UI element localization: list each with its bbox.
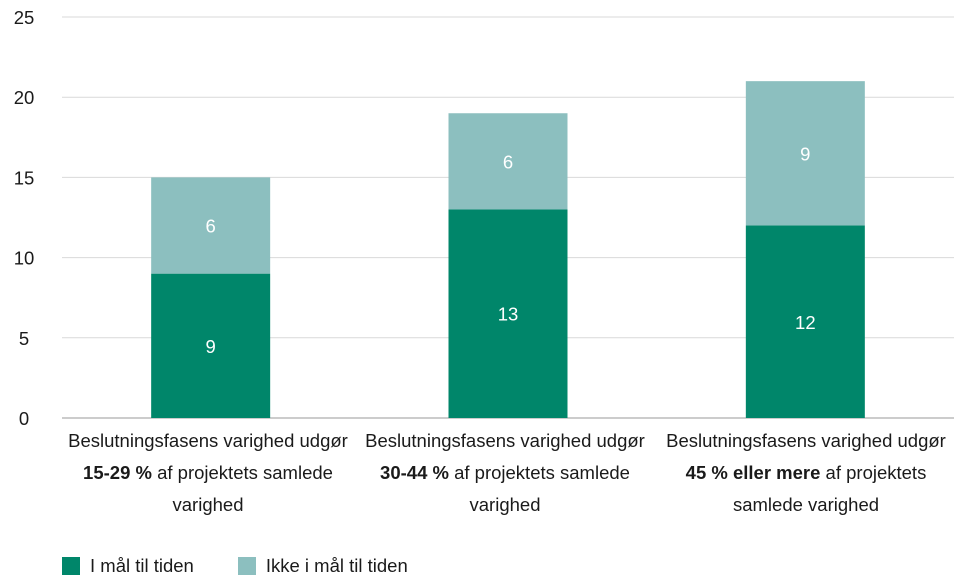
legend-swatch-ikke-i-mal (237, 557, 256, 575)
y-tick-label-5: 5 (19, 328, 29, 349)
category-label-1: Beslutningsfasens varighed udgør 30-44 %… (365, 430, 645, 515)
legend: I mål til tiden Ikke i mål til tiden (62, 555, 452, 577)
bar-s1-c2 (745, 81, 865, 226)
data-label-s1-c2: 9 (800, 143, 810, 164)
y-tick-label-15: 15 (14, 167, 35, 188)
bar-s0-c1 (448, 209, 568, 418)
legend-label-ikke-i-mal: Ikke i mål til tiden (265, 555, 408, 576)
data-label-s0-c1: 13 (498, 304, 519, 325)
y-tick-label-25: 25 (14, 7, 35, 28)
bar-s1-c0 (151, 177, 271, 274)
bar-s1-c1 (448, 113, 568, 210)
legend-swatch-i-mal (62, 557, 80, 575)
y-tick-label-0: 0 (19, 408, 29, 429)
legend-item-i-mal: I mål til tiden (62, 555, 194, 577)
y-tick-label-20: 20 (14, 87, 35, 108)
legend-item-ikke-i-mal: Ikke i mål til tiden (237, 555, 408, 577)
bar-chart-plot: 0 5 10 15 20 25 9 6 13 6 12 9 (14, 7, 954, 429)
bar-s0-c2 (745, 225, 865, 418)
data-label-s0-c2: 12 (795, 312, 816, 333)
data-label-s1-c1: 6 (503, 151, 513, 172)
legend-label-i-mal: I mål til tiden (90, 555, 194, 576)
data-label-s0-c0: 9 (206, 336, 216, 357)
y-tick-label-10: 10 (14, 248, 35, 269)
category-label-0: Beslutningsfasens varighed udgør 15-29 %… (68, 430, 348, 515)
category-label-2: Beslutningsfasens varighed udgør 45 % el… (666, 430, 946, 515)
data-label-s1-c0: 6 (206, 216, 216, 237)
bar-s0-c0 (151, 273, 271, 418)
